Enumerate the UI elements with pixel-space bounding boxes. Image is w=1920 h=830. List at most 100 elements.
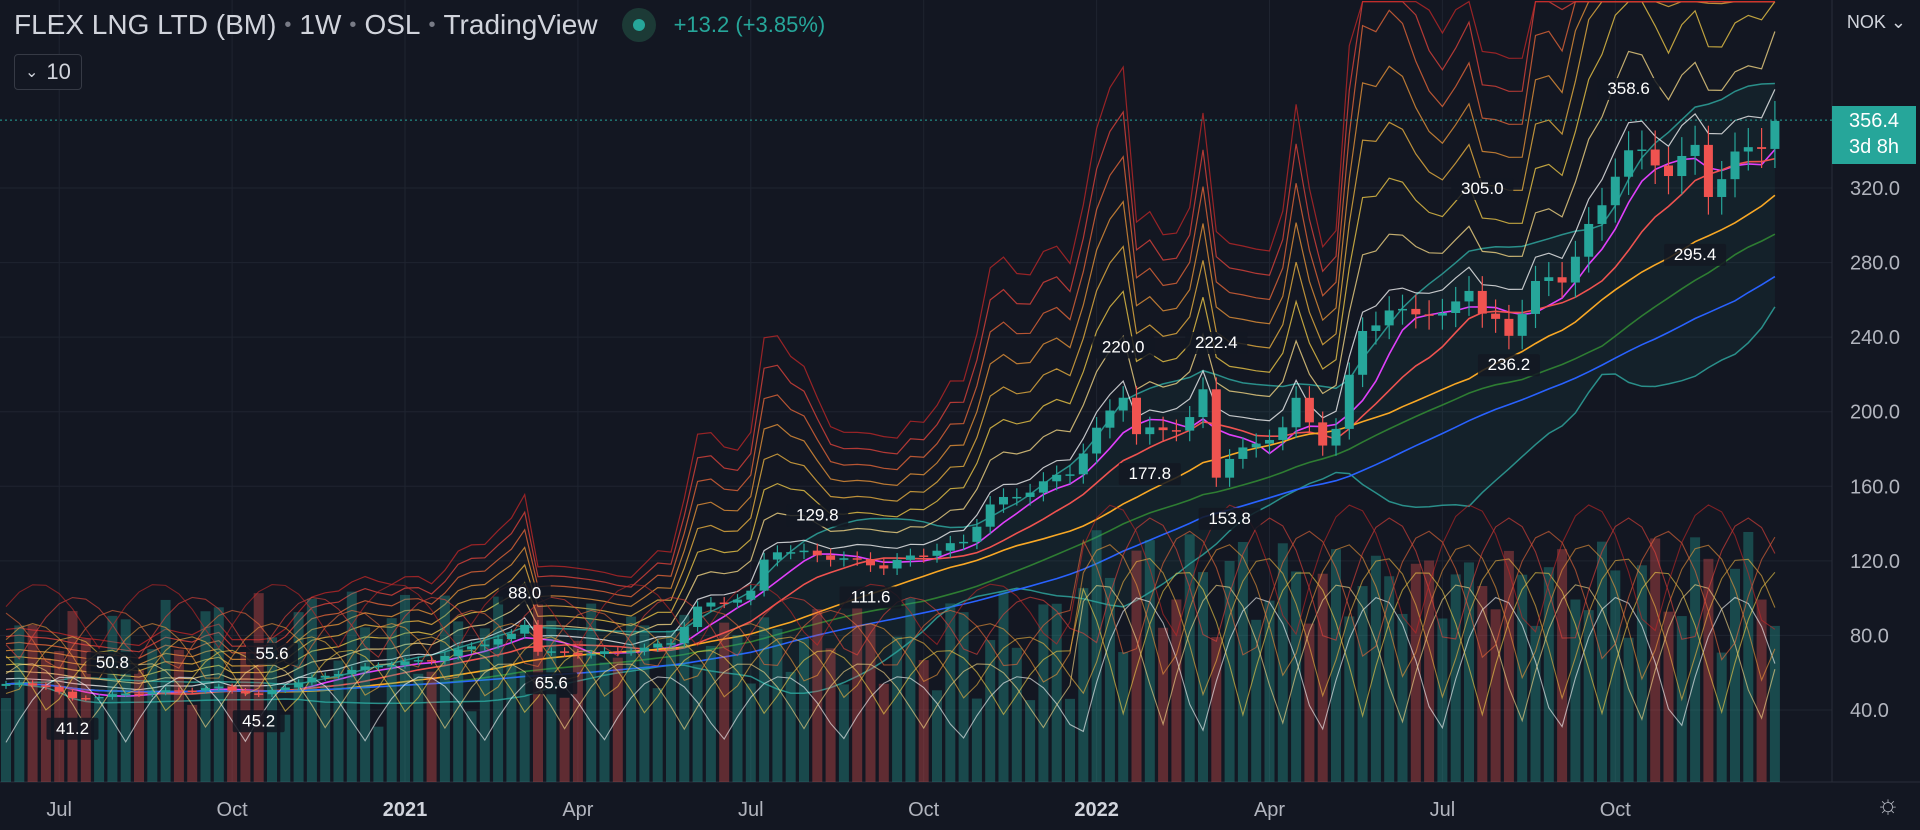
candle-body (1171, 430, 1181, 432)
candle-body (772, 552, 782, 560)
candle-body (1251, 443, 1261, 448)
candle-body (1, 683, 11, 686)
time-axis-label: 2021 (383, 799, 428, 821)
candle-body (1238, 447, 1248, 459)
volume-bar (1650, 538, 1661, 782)
volume-bar (1198, 572, 1208, 782)
candle-body (81, 697, 91, 700)
volume-bar (519, 672, 530, 782)
interval-label[interactable]: 1W (299, 9, 342, 40)
volume-bar (1158, 627, 1169, 782)
candle-body (1265, 439, 1274, 444)
candle-body (1211, 389, 1221, 478)
volume-bar (227, 685, 238, 782)
symbol-name[interactable]: FLEX LNG LTD (BM) (14, 9, 277, 40)
candle-body (107, 694, 117, 697)
candle-body (1344, 374, 1354, 429)
candle-body (1118, 397, 1128, 411)
volume-bar (1464, 562, 1474, 782)
candle-body (1185, 417, 1195, 431)
volume-bar (280, 714, 291, 782)
annotation-label-background (46, 717, 99, 740)
indicator-collapse-button[interactable]: ⌄ 10 (14, 54, 82, 90)
volume-bar (971, 698, 982, 782)
candle-body (254, 693, 264, 695)
volume-bar (493, 596, 504, 782)
candle-body (866, 559, 875, 566)
candle-body (852, 558, 862, 560)
volume-bar (1424, 560, 1435, 782)
candle-body (214, 686, 224, 689)
volume-bar (333, 660, 344, 782)
volume-bar (1557, 549, 1568, 782)
volume-bar (1144, 540, 1155, 782)
annotation-label: 88.0 (508, 584, 541, 603)
candle-body (1038, 481, 1048, 493)
annotation-label-background (1597, 78, 1660, 101)
volume-bar (878, 683, 889, 782)
volume-bar (905, 598, 916, 782)
annotation-label: 65.6 (535, 673, 568, 692)
candle-body (826, 555, 836, 560)
volume-bar (1716, 652, 1727, 782)
time-axis-label: Oct (1600, 799, 1632, 821)
envelope-line (5, 1, 1775, 653)
candle-body (639, 647, 649, 652)
volume-bar (1543, 567, 1554, 782)
envelope-line (5, 31, 1776, 685)
volume-bar (945, 603, 956, 782)
time-axis-label: Apr (562, 799, 593, 821)
market-status-icon[interactable] (621, 8, 656, 42)
candle-body (1331, 428, 1341, 446)
annotation-label-background (839, 586, 902, 609)
candle-body (1025, 492, 1035, 497)
volume-bar (586, 603, 597, 782)
volume-bar (612, 657, 623, 782)
time-axis-label: Oct (908, 799, 940, 821)
currency-label: NOK (1846, 12, 1886, 32)
candle-body (94, 696, 104, 699)
time-axis-label: 2022 (1074, 799, 1119, 821)
volume-bar (1384, 576, 1395, 782)
volume-bar (1490, 609, 1501, 782)
candle-body (1610, 176, 1620, 206)
candle-body (1437, 313, 1447, 316)
volume-bar (173, 649, 184, 782)
price-axis-label: 320.0 (1850, 178, 1900, 200)
candle-body (945, 543, 955, 551)
volume-bar (1663, 611, 1674, 782)
candle-body (413, 660, 423, 662)
candle-body (546, 651, 556, 653)
candle-body (1318, 422, 1328, 446)
bollinger-band-fill (6, 83, 1775, 704)
candle-body (240, 690, 250, 694)
candle-body (1504, 318, 1514, 336)
candle-body (1358, 330, 1368, 375)
candle-body (1664, 165, 1673, 177)
candle-body (1278, 427, 1288, 440)
candle-body (1398, 308, 1407, 311)
volume-bar (1025, 700, 1036, 782)
candle-body (1650, 149, 1660, 166)
candle-body (1464, 290, 1474, 302)
volume-bar (1237, 541, 1248, 782)
annotation-label: 129.8 (796, 506, 839, 525)
annotation-label: 222.4 (1195, 333, 1238, 352)
settings-gear-icon[interactable]: ☼ (1876, 789, 1900, 819)
source-label: TradingView (443, 9, 598, 40)
price-axis-label: 240.0 (1850, 327, 1900, 349)
candle-body (373, 665, 383, 668)
candle-body (533, 624, 543, 652)
annotation-label: 111.6 (850, 588, 890, 607)
candle-body (334, 674, 343, 676)
currency-selector[interactable]: NOK ⌄ (1847, 12, 1906, 33)
volume-bar (1756, 599, 1767, 782)
volume-bar (1104, 577, 1115, 782)
time-axis-label: Jul (738, 799, 764, 821)
candle-body (1703, 144, 1713, 197)
candle-body (1757, 147, 1767, 149)
price-axis-label: 40.0 (1850, 700, 1889, 722)
envelope-line (5, 1, 1775, 659)
volume-bar (785, 671, 796, 782)
